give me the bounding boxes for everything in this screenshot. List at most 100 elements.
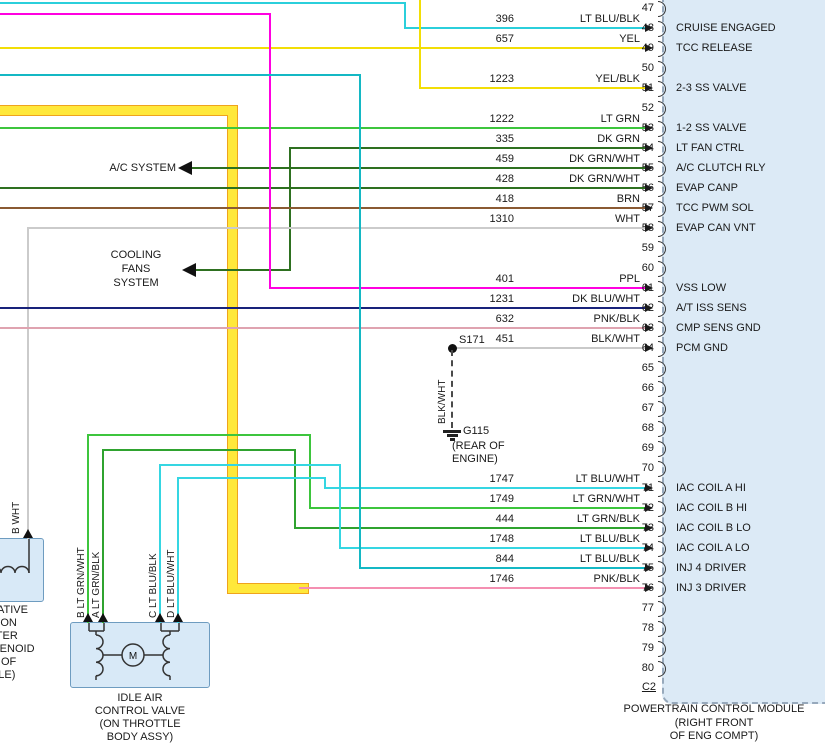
pin-signal-label: 2-3 SS VALVE (676, 82, 747, 94)
wire-pcm-gnd-451 (451, 347, 646, 349)
wire-fan-ctrl-335 (289, 147, 291, 271)
pin-number: 72 (641, 502, 654, 514)
pin-number: 53 (641, 122, 654, 134)
pin-signal-label: CMP SENS GND (676, 322, 761, 334)
ac-system-label: A/C SYSTEM (109, 162, 176, 174)
pin-number: 63 (641, 322, 654, 334)
wire-arrow-icon (645, 204, 653, 212)
pin-number: 76 (641, 582, 654, 594)
solenoid-coil-symbol (0, 539, 30, 574)
pcm-connector-panel (662, 0, 825, 704)
wire-arrow-icon (645, 184, 653, 192)
wire-color-code: PNK/BLK (593, 313, 640, 325)
wire-vss-low-401 (269, 287, 646, 289)
wire-arrow-icon (645, 584, 653, 592)
wire-color-code: DK GRN/WHT (569, 173, 640, 185)
pin-number: 78 (641, 622, 654, 634)
wire-ss23-1223 (419, 0, 421, 89)
pcm-caption-line: OF ENG COMPT) (669, 730, 759, 742)
wire-circuit-number: 428 (495, 173, 514, 185)
wire-arrow-icon (645, 484, 653, 492)
pin-number: 47 (641, 2, 654, 14)
wire-color-code: LT GRN/WHT (572, 493, 640, 505)
connector-id-label: C2 (641, 681, 656, 693)
wire-iac-b-1749 (87, 434, 311, 436)
wire-color-code: LT BLU/WHT (575, 473, 640, 485)
wire-inj4-844 (359, 567, 646, 569)
pin-signal-label: TCC PWM SOL (676, 202, 754, 214)
pin-signal-label: LT FAN CTRL (676, 142, 745, 154)
pin-number: 49 (641, 42, 654, 54)
wire-circuit-number: 418 (495, 193, 514, 205)
wire-evap-vent-1310 (27, 227, 29, 539)
pin-signal-label: A/C CLUTCH RLY (676, 162, 766, 174)
evap-caption-line: EMISSION (0, 617, 17, 629)
ground-wire-color-label: BLK/WHT (437, 379, 448, 424)
pin-number: 60 (641, 262, 654, 274)
motor-letter: M (129, 651, 137, 662)
evap-caption-line: VENT SOLENOID (0, 643, 35, 655)
wire-fan-ctrl-335 (289, 147, 646, 149)
wire-arrow-icon (645, 224, 653, 232)
pin-number: 68 (641, 422, 654, 434)
wire-iac-b-1749 (309, 434, 311, 509)
system-arrow-icon (182, 263, 196, 277)
pcm-caption: POWERTRAIN CONTROL MODULE (RIGHT FRONT O… (589, 703, 825, 744)
pin-signal-label: IAC COIL B HI (676, 502, 748, 514)
wire-color-code: LT BLU/BLK (579, 533, 640, 545)
pin-signal-label: 1-2 SS VALVE (676, 122, 747, 134)
ground-location-line: (REAR OF (452, 440, 505, 452)
wire-iac-c-1748 (339, 547, 646, 549)
wire-evap-vent-1310 (27, 227, 646, 229)
component-arrow-icon (98, 613, 108, 622)
component-arrow-icon (23, 529, 33, 538)
evap-vent-solenoid-box (0, 538, 44, 602)
wire-arrow-icon (645, 544, 653, 552)
wire-circuit-number: 1748 (489, 533, 514, 545)
evap-caption-line: VEHICLE) (0, 669, 16, 681)
pin-number: 48 (641, 22, 654, 34)
wire-color-code: LT BLU/BLK (579, 553, 640, 565)
wire-color-code: WHT (614, 213, 640, 225)
pin-number: 54 (641, 142, 654, 154)
pin-signal-label: EVAP CANP (676, 182, 738, 194)
wire-iac-c-1748 (159, 464, 161, 623)
highlighted-wire (227, 105, 237, 593)
wire-tcc-pwm-418 (0, 207, 646, 209)
wire-cruise-engaged-396 (0, 2, 406, 4)
wire-circuit-number: 632 (495, 313, 514, 325)
evap-terminal-label: B WHT (11, 501, 22, 534)
pin-number: 64 (641, 342, 654, 354)
pin-number: 79 (641, 642, 654, 654)
highlighted-wire (227, 583, 308, 593)
wire-ss23-1223 (419, 87, 646, 89)
pin-number: 52 (641, 102, 654, 114)
wire-iac-a-444 (102, 449, 104, 623)
wire-circuit-number: 1222 (489, 113, 514, 125)
wire-color-code: DK BLU/WHT (572, 293, 640, 305)
wire-arrow-icon (645, 124, 653, 132)
wire-ss12-1222 (0, 127, 646, 129)
pin-signal-label: EVAP CAN VNT (676, 222, 756, 234)
wire-cmp-gnd-632 (0, 327, 646, 329)
splice-label: S171 (459, 334, 485, 346)
pin-number: 66 (641, 382, 654, 394)
wire-color-code: DK GRN/WHT (569, 153, 640, 165)
ground-bar (450, 438, 455, 441)
wire-inj4-844 (359, 74, 361, 569)
pin-number: 55 (641, 162, 654, 174)
pin-number: 73 (641, 522, 654, 534)
wire-iac-a-444 (102, 449, 296, 451)
pin-signal-label: PCM GND (676, 342, 728, 354)
wire-arrow-icon (645, 24, 653, 32)
wire-ac-clutch-459 (191, 167, 646, 169)
wire-color-code: BLK/WHT (591, 333, 640, 345)
component-arrow-icon (83, 613, 93, 622)
pin-signal-label: IAC COIL A HI (676, 482, 746, 494)
pin-number: 80 (641, 662, 654, 674)
pcm-caption-line: POWERTRAIN CONTROL MODULE (623, 703, 805, 715)
wire-iac-d-1747 (177, 477, 179, 623)
wire-arrow-icon (645, 344, 653, 352)
wire-circuit-number: 1749 (489, 493, 514, 505)
